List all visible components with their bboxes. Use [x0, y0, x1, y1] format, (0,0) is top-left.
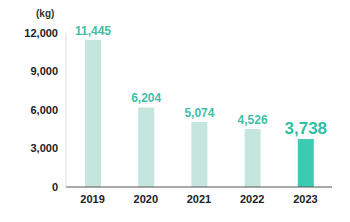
svg-text:4,526: 4,526 — [238, 113, 268, 127]
svg-text:3,000: 3,000 — [30, 142, 58, 154]
svg-text:9,000: 9,000 — [30, 65, 58, 77]
svg-text:2020: 2020 — [134, 193, 158, 205]
svg-text:3,738: 3,738 — [285, 119, 328, 138]
svg-text:2022: 2022 — [240, 193, 264, 205]
svg-text:2021: 2021 — [187, 193, 211, 205]
html-text:(kg): (kg) — [36, 8, 55, 19]
svg-text:12,000: 12,000 — [24, 27, 58, 39]
svg-text:6,000: 6,000 — [30, 104, 58, 116]
svg-text:2023: 2023 — [293, 193, 317, 205]
svg-text:2019: 2019 — [80, 193, 104, 205]
svg-text:0: 0 — [52, 181, 58, 193]
svg-text:11,445: 11,445 — [75, 24, 111, 38]
svg-text:6,204: 6,204 — [131, 91, 161, 105]
svg-text:5,074: 5,074 — [184, 106, 214, 120]
